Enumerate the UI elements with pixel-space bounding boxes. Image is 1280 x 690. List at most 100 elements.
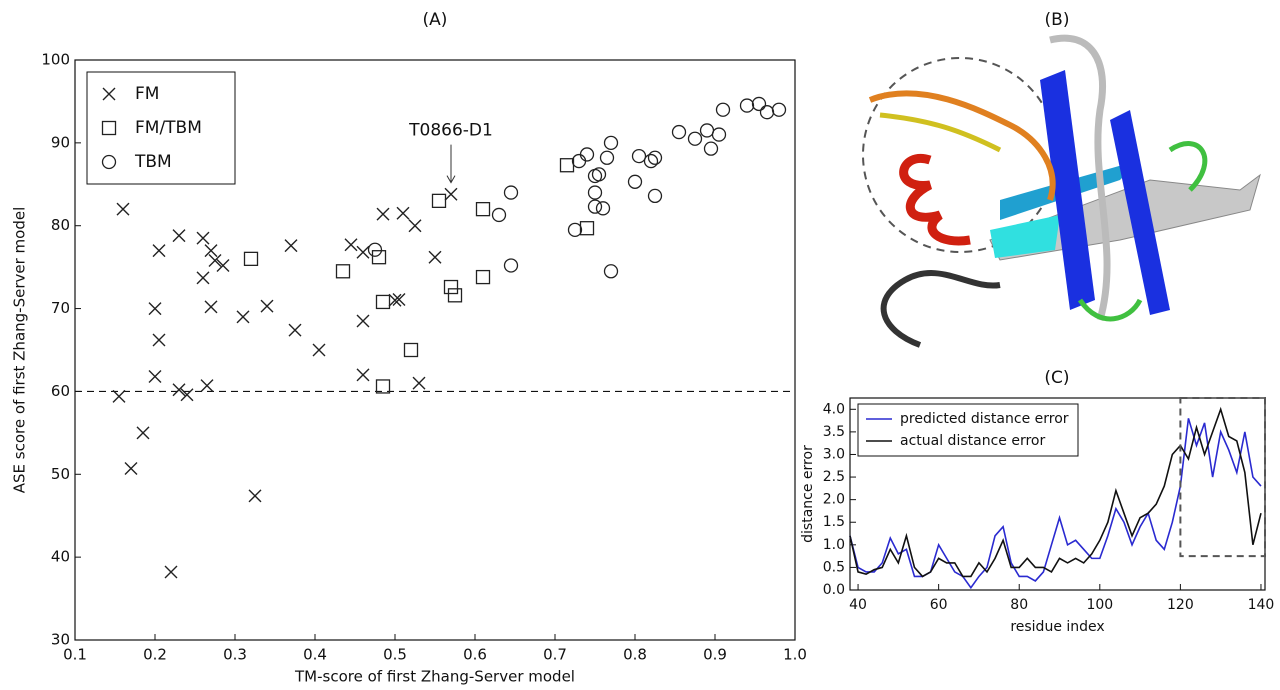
- y-tick-label: 0.0: [823, 582, 845, 598]
- point: [388, 293, 402, 307]
- y-tick-label: 40: [51, 548, 70, 566]
- point: [711, 127, 727, 142]
- y-axis-label: distance error: [800, 445, 816, 543]
- point: [599, 150, 615, 165]
- point: [475, 269, 491, 285]
- sheet: [1040, 70, 1095, 310]
- point: [591, 167, 607, 182]
- line-series: [849, 418, 1262, 590]
- point: [603, 135, 619, 151]
- point: [412, 376, 426, 390]
- point: [392, 292, 406, 306]
- legend-box: [857, 403, 1079, 457]
- x-tick-label: 0.7: [543, 646, 567, 664]
- point: [260, 299, 274, 313]
- point: [216, 258, 230, 272]
- legend-marker: [101, 154, 117, 170]
- point: [196, 271, 210, 285]
- point: [579, 147, 595, 162]
- point: [503, 185, 519, 200]
- coil: [1049, 34, 1111, 321]
- x-tick-label: 1.0: [783, 646, 807, 664]
- y-axis-label: ASE score of first Zhang-Server model: [11, 207, 29, 494]
- point: [344, 238, 358, 252]
- point: [148, 302, 162, 316]
- point: [371, 250, 387, 265]
- coil: [879, 112, 1002, 153]
- point: [403, 342, 419, 358]
- coil: [868, 90, 1056, 201]
- x-tick-label: 0.6: [463, 646, 487, 664]
- point: [204, 244, 218, 258]
- point: [396, 206, 410, 220]
- point: [408, 219, 422, 233]
- point: [579, 221, 595, 236]
- x-tick-label: 80: [1010, 597, 1028, 613]
- x-tick-label: 0.2: [143, 646, 167, 664]
- point: [627, 174, 643, 189]
- point: [595, 201, 611, 216]
- y-tick-label: 3.0: [823, 446, 845, 462]
- coil: [1077, 298, 1143, 322]
- point: [284, 239, 298, 253]
- point: [356, 245, 370, 259]
- point: [196, 231, 210, 245]
- y-tick-label: 90: [51, 133, 70, 151]
- point: [703, 141, 719, 156]
- y-tick-label: 30: [51, 631, 70, 649]
- point: [699, 123, 715, 138]
- point: [567, 222, 583, 238]
- legend-marker: [101, 120, 117, 136]
- point: [243, 251, 259, 267]
- point: [443, 279, 459, 295]
- point: [559, 158, 575, 173]
- point: [671, 124, 687, 140]
- highlight-box: [1179, 397, 1266, 558]
- x-tick-label: 0.1: [63, 646, 87, 664]
- point: [172, 229, 186, 243]
- panel-title: (C): [1044, 368, 1069, 388]
- point: [200, 379, 214, 393]
- legend-label: FM: [135, 84, 159, 104]
- point: [116, 202, 130, 216]
- point: [643, 153, 659, 169]
- x-tick-label: 140: [1248, 597, 1275, 613]
- point: [631, 148, 647, 164]
- point: [248, 489, 262, 503]
- point: [428, 250, 442, 264]
- point: [376, 207, 390, 221]
- x-tick-label: 0.9: [703, 646, 727, 664]
- x-tick-label: 60: [930, 597, 948, 613]
- x-tick-label: 0.8: [623, 646, 647, 664]
- annotation-arrow: [446, 144, 456, 184]
- point: [751, 96, 767, 112]
- x-axis-label: TM-score of first Zhang-Server model: [294, 668, 575, 686]
- point: [587, 185, 603, 200]
- point: [431, 193, 447, 209]
- coil: [1168, 141, 1208, 192]
- x-tick-label: 100: [1086, 597, 1113, 613]
- y-tick-label: 100: [41, 51, 70, 69]
- point: [687, 131, 703, 146]
- panel-title: (A): [423, 10, 448, 30]
- point: [503, 258, 519, 273]
- y-tick-label: 1.0: [823, 537, 845, 553]
- y-tick-label: 0.5: [823, 559, 845, 575]
- x-tick-label: 120: [1167, 597, 1194, 613]
- x-tick-label: 0.5: [383, 646, 407, 664]
- point: [647, 188, 663, 204]
- coil: [880, 270, 1001, 348]
- point: [739, 98, 755, 113]
- point: [180, 388, 194, 402]
- point: [335, 264, 351, 279]
- y-tick-label: 50: [51, 465, 70, 483]
- point: [356, 368, 370, 382]
- point: [236, 310, 250, 324]
- y-tick-label: 4.0: [823, 401, 845, 417]
- point: [587, 199, 603, 214]
- panel-title: (B): [1045, 10, 1070, 30]
- x-tick-label: 40: [849, 597, 867, 613]
- point: [491, 207, 507, 223]
